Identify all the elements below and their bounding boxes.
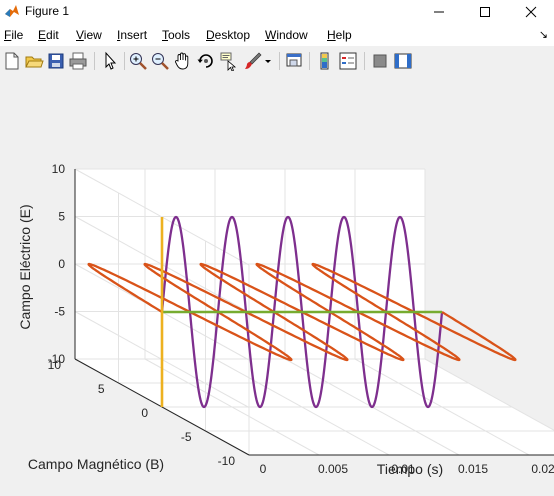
y-tick-label: -10 [218,454,236,468]
menu-help[interactable]: Help [327,28,352,42]
toolbar-separator [364,52,365,70]
hide-plot-tools-icon[interactable] [370,51,390,71]
data-cursor-icon[interactable] [219,51,239,71]
brush-dropdown-icon[interactable] [263,51,273,71]
z-axis-label: Campo Eléctrico (E) [17,204,33,329]
edit-plot-arrow-icon[interactable] [100,51,120,71]
minimize-button[interactable] [416,0,462,24]
toolbar-separator [94,52,95,70]
menu-file-rest: ile [11,28,24,42]
menu-insert-rest: nsert [120,28,148,42]
menu-view-mnemonic: V [76,28,84,42]
tick-labels: 00.0050.010.0150.020.025-10-50510-10-505… [48,162,554,476]
series-layer [87,215,517,409]
brush-icon[interactable] [243,51,263,71]
menu-window-mnemonic: W [265,28,277,42]
zoom-out-icon[interactable] [150,51,170,71]
z-tick-label: 0 [58,257,65,271]
matlab-logo-icon [5,5,19,17]
minimize-icon [434,11,444,13]
maximize-button[interactable] [462,0,508,24]
menu-tools[interactable]: Tools [162,28,190,42]
y-tick-label: 0 [141,406,148,420]
z-tick-label: 10 [52,162,66,176]
toolbar-separator [124,52,125,70]
x-tick-label: 0.02 [531,462,554,476]
rotate-3d-icon[interactable] [196,51,216,71]
x-tick-label: 0.005 [318,462,348,476]
menu-edit-mnemonic: E [38,28,47,42]
menu-window-rest: indow [276,28,308,42]
toolbar [0,48,554,76]
menu-desktop-mnemonic: D [206,28,215,42]
close-icon [525,6,537,18]
y-tick-label: 10 [48,358,62,372]
z-tick-label: -10 [48,352,66,366]
menu-desktop[interactable]: Desktop [206,28,250,42]
title-bar: Figure 1 [0,0,554,24]
y-axis-label: Campo Magnético (B) [28,456,164,472]
menu-view-rest: iew [83,28,102,42]
save-icon[interactable] [46,51,66,71]
link-plot-icon[interactable] [285,51,305,71]
toolbar-separator [309,52,310,70]
menu-help-rest: elp [335,28,352,42]
plot-3d[interactable]: 00.0050.010.0150.020.025-10-50510-10-505… [0,78,554,491]
menu-insert-mnemonic: I [117,28,121,42]
menu-edit-rest: dit [46,28,59,42]
menu-tools-mnemonic: T [162,28,168,42]
legend-icon[interactable] [338,51,358,71]
show-plot-tools-icon[interactable] [393,51,413,71]
close-button[interactable] [508,0,554,24]
menu-bar: File Edit View Insert Tools Desktop Wind… [0,24,554,46]
menubar-overflow-icon[interactable]: ↘ [538,29,548,41]
window-title: Figure 1 [25,4,70,18]
x-tick-label: 0 [260,462,267,476]
toolbar-separator [279,52,280,70]
open-file-icon[interactable] [24,51,44,71]
x-tick-label: 0.01 [391,462,415,476]
menu-insert[interactable]: Insert [117,28,147,42]
menu-help-mnemonic: H [327,28,336,42]
figure-canvas: 00.0050.010.0150.020.025-10-50510-10-505… [0,78,554,491]
menu-file[interactable]: File [4,28,23,42]
menu-window[interactable]: Window [265,28,308,42]
pan-hand-icon[interactable] [173,51,193,71]
menu-edit[interactable]: Edit [38,28,59,42]
zoom-in-icon[interactable] [128,51,148,71]
menu-desktop-rest: esktop [214,28,251,42]
maximize-icon [480,7,490,17]
z-tick-label: -5 [54,305,65,319]
print-icon[interactable] [68,51,88,71]
x-tick-label: 0.015 [458,462,488,476]
x-axis-label: Tiempo (s) [377,461,443,477]
y-tick-label: -5 [181,430,192,444]
menu-tools-rest: ools [168,28,191,42]
menu-view[interactable]: View [76,28,102,42]
colorbar-icon[interactable] [315,51,335,71]
z-tick-label: 5 [58,210,65,224]
new-figure-icon[interactable] [2,51,22,71]
menu-file-mnemonic: F [4,28,12,42]
y-tick-label: 5 [98,382,105,396]
